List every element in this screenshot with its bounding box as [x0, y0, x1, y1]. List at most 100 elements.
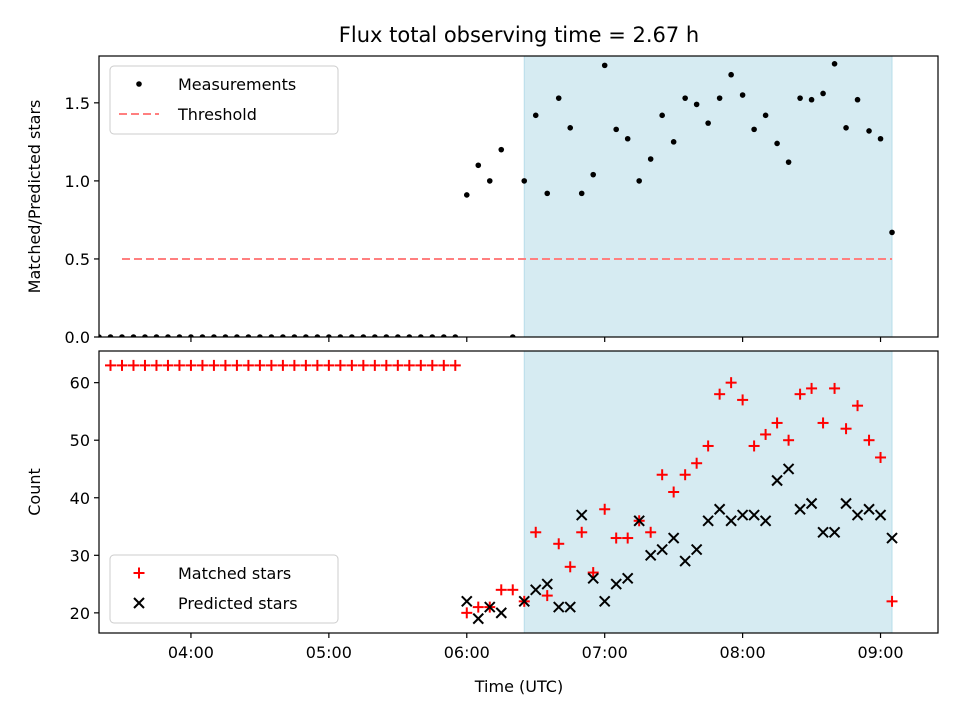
matched-star-point — [127, 359, 139, 371]
y-tick-label: 60 — [70, 374, 90, 393]
x-axis-label: Time (UTC) — [474, 677, 563, 696]
measurement-point — [866, 128, 872, 134]
measurement-point — [383, 334, 390, 337]
predicted-star-point — [587, 572, 599, 585]
measurement-point — [418, 334, 424, 337]
matched-star-point — [840, 423, 852, 435]
y-tick-label: 1.0 — [65, 172, 90, 191]
matched-star-point — [622, 532, 634, 544]
measurement-point — [314, 334, 321, 337]
y-tick-label: 20 — [70, 604, 90, 623]
x-tick-label: 05:00 — [306, 643, 352, 662]
measurement-point — [498, 146, 505, 153]
predicted-star-point — [828, 526, 841, 538]
measurement-point — [395, 334, 401, 337]
predicted-star-point — [484, 601, 496, 613]
measurement-point — [624, 135, 631, 142]
y-tick-label: 1.5 — [65, 94, 90, 113]
matched-star-point — [231, 359, 243, 371]
measurement-point — [636, 178, 642, 184]
measurement-point — [142, 334, 148, 337]
matched-star-point — [403, 359, 415, 371]
matched-star-point — [817, 417, 829, 429]
plot-area — [104, 359, 898, 625]
matched-star-point — [679, 469, 691, 481]
measurement-point — [440, 334, 447, 337]
y-tick-label: 50 — [70, 431, 90, 450]
measurement-point — [613, 126, 619, 133]
shaded-region — [523, 55, 893, 338]
predicted-star-point — [644, 549, 657, 562]
measurement-point — [751, 126, 757, 133]
predicted-star-point — [886, 532, 898, 544]
legend-box — [109, 554, 339, 624]
y-axis-label: Count — [25, 468, 44, 516]
predicted-star-point — [461, 595, 473, 608]
matched-star-point — [162, 359, 174, 371]
matched-star-point — [196, 359, 208, 371]
x-tick-label: 08:00 — [720, 643, 766, 662]
measurement-point — [889, 229, 895, 236]
predicted-star-point — [679, 555, 691, 567]
measurement-point — [176, 334, 183, 337]
matched-star-point — [392, 359, 404, 371]
matched-star-point — [587, 567, 599, 579]
legend-box — [109, 65, 339, 135]
predicted-star-point — [564, 601, 576, 613]
measurement-point — [509, 334, 516, 337]
measurement-point — [303, 334, 309, 337]
chart-title: Flux total observing time = 2.67 h — [339, 23, 699, 47]
measurement-point — [406, 334, 413, 337]
measurement-point — [532, 112, 539, 119]
predicted-star-point — [656, 543, 668, 556]
predicted-star-point — [851, 509, 864, 521]
matched-star-point — [139, 359, 151, 371]
measurement-point — [153, 334, 160, 337]
measurement-point — [245, 334, 252, 337]
x-tick-label: 09:00 — [857, 643, 903, 662]
matched-star-point — [737, 394, 749, 406]
matched-star-point — [288, 359, 300, 371]
matched-star-point — [645, 526, 657, 538]
measurement-point — [567, 125, 574, 131]
measurement-point — [601, 62, 608, 69]
legend-marker — [136, 81, 142, 87]
measurement-point — [326, 334, 332, 337]
predicted-star-point — [472, 612, 484, 625]
measurement-point — [670, 139, 677, 145]
matched-star-point — [265, 359, 277, 371]
measurement-point — [820, 90, 826, 97]
y-tick-label: 0.0 — [65, 328, 90, 347]
predicted-star-point — [794, 503, 806, 515]
matched-star-point — [599, 503, 611, 515]
matched-star-point — [219, 359, 231, 371]
matched-star-point — [104, 359, 116, 371]
matched-star-point — [760, 428, 772, 440]
matched-star-point — [116, 359, 128, 371]
y-tick-label: 0.5 — [65, 250, 90, 269]
x-tick-label: 04:00 — [168, 643, 214, 662]
measurement-point — [705, 120, 711, 126]
matched-star-point — [852, 400, 864, 412]
measurement-point — [785, 159, 792, 165]
matched-star-point — [829, 382, 841, 394]
predicted-star-point — [863, 503, 875, 515]
matched-star-point — [794, 388, 806, 400]
measurement-point — [521, 178, 528, 184]
matched-star-point — [300, 359, 312, 371]
legend-label: Predicted stars — [178, 594, 298, 613]
measurement-point — [188, 334, 194, 337]
matched-star-point — [875, 451, 887, 463]
measurement-point — [463, 192, 470, 198]
measurement-point — [222, 334, 229, 337]
legend: Matched stars Predicted stars — [109, 554, 339, 624]
matched-star-point — [323, 359, 335, 371]
legend-marker — [133, 597, 145, 609]
predicted-star-point — [633, 515, 645, 527]
matched-star-point — [426, 359, 438, 371]
predicted-star-point — [713, 503, 726, 515]
legend-label: Matched stars — [178, 564, 291, 583]
matched-star-point — [553, 538, 565, 550]
measurement-point — [280, 334, 286, 337]
